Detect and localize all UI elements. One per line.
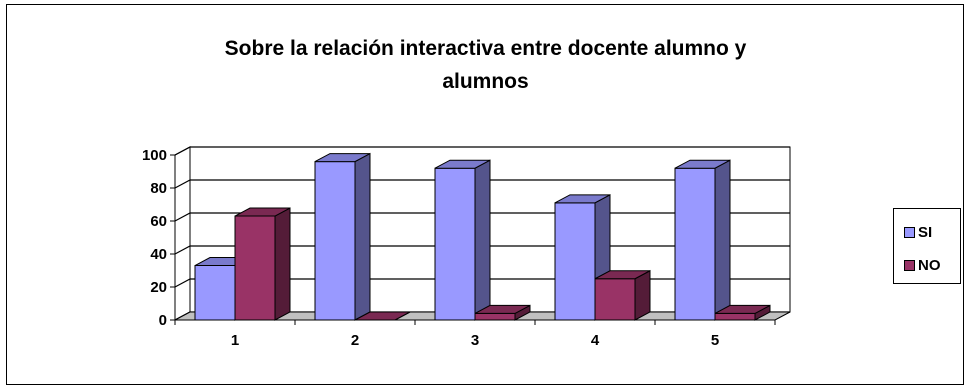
bar-front: [554, 202, 596, 321]
bar-top: [234, 207, 291, 217]
x-tick-label-5: 5: [711, 332, 719, 349]
bar-no-4: [594, 269, 651, 321]
bar-top: [594, 270, 651, 280]
legend: SI NO: [893, 208, 961, 284]
bar-top: [314, 153, 371, 163]
bar-side: [274, 207, 291, 321]
y-tick-label-40: 40: [150, 246, 167, 263]
legend-swatch-si: [904, 227, 915, 238]
x-tick-label-1: 1: [231, 332, 239, 349]
side-wall: [174, 146, 191, 321]
legend-swatch-no: [904, 260, 915, 271]
legend-label-no: NO: [918, 257, 941, 274]
y-tick-label-80: 80: [150, 180, 167, 197]
bar-no-2: [354, 311, 411, 321]
bar-si-3: [434, 159, 491, 321]
bar-side: [634, 269, 651, 321]
gridline-80: [174, 179, 790, 189]
bar-si-2: [314, 152, 371, 321]
y-tick-label-20: 20: [150, 279, 167, 296]
bar-front: [714, 312, 756, 321]
y-tick-label-100: 100: [142, 147, 167, 164]
bar-front: [234, 215, 276, 321]
bar-top: [434, 159, 491, 169]
chart-title-line-2: alumnos: [442, 70, 529, 93]
chart-title: Sobre la relación interactiva entre doce…: [0, 32, 971, 98]
bar-front: [314, 161, 356, 321]
gridline-100: [174, 146, 790, 156]
bar-side: [474, 159, 491, 321]
bar-front: [594, 278, 636, 321]
bar-front: [674, 167, 716, 321]
bar-no-1: [234, 207, 291, 321]
bar-si-5: [674, 159, 731, 321]
bar-side: [354, 152, 371, 321]
bar-front: [194, 265, 236, 321]
y-tick-label-0: 0: [159, 312, 167, 329]
chart-title-line-1: Sobre la relación interactiva entre doce…: [224, 37, 747, 60]
bar-side: [714, 159, 731, 321]
x-tick-label-3: 3: [471, 332, 479, 349]
bar-front: [434, 167, 476, 321]
legend-label-si: SI: [918, 224, 933, 241]
x-tick-label-2: 2: [351, 332, 359, 349]
bar-no-3: [474, 304, 531, 321]
bar-top: [554, 194, 611, 204]
y-tick-label-60: 60: [150, 213, 167, 230]
bar-top: [674, 159, 731, 169]
bar-top: [714, 304, 771, 314]
bar-front: [474, 312, 516, 321]
bar-top: [474, 304, 531, 314]
x-tick-label-4: 4: [591, 332, 600, 349]
bar-top: [354, 311, 411, 321]
bar-no-5: [714, 304, 771, 321]
